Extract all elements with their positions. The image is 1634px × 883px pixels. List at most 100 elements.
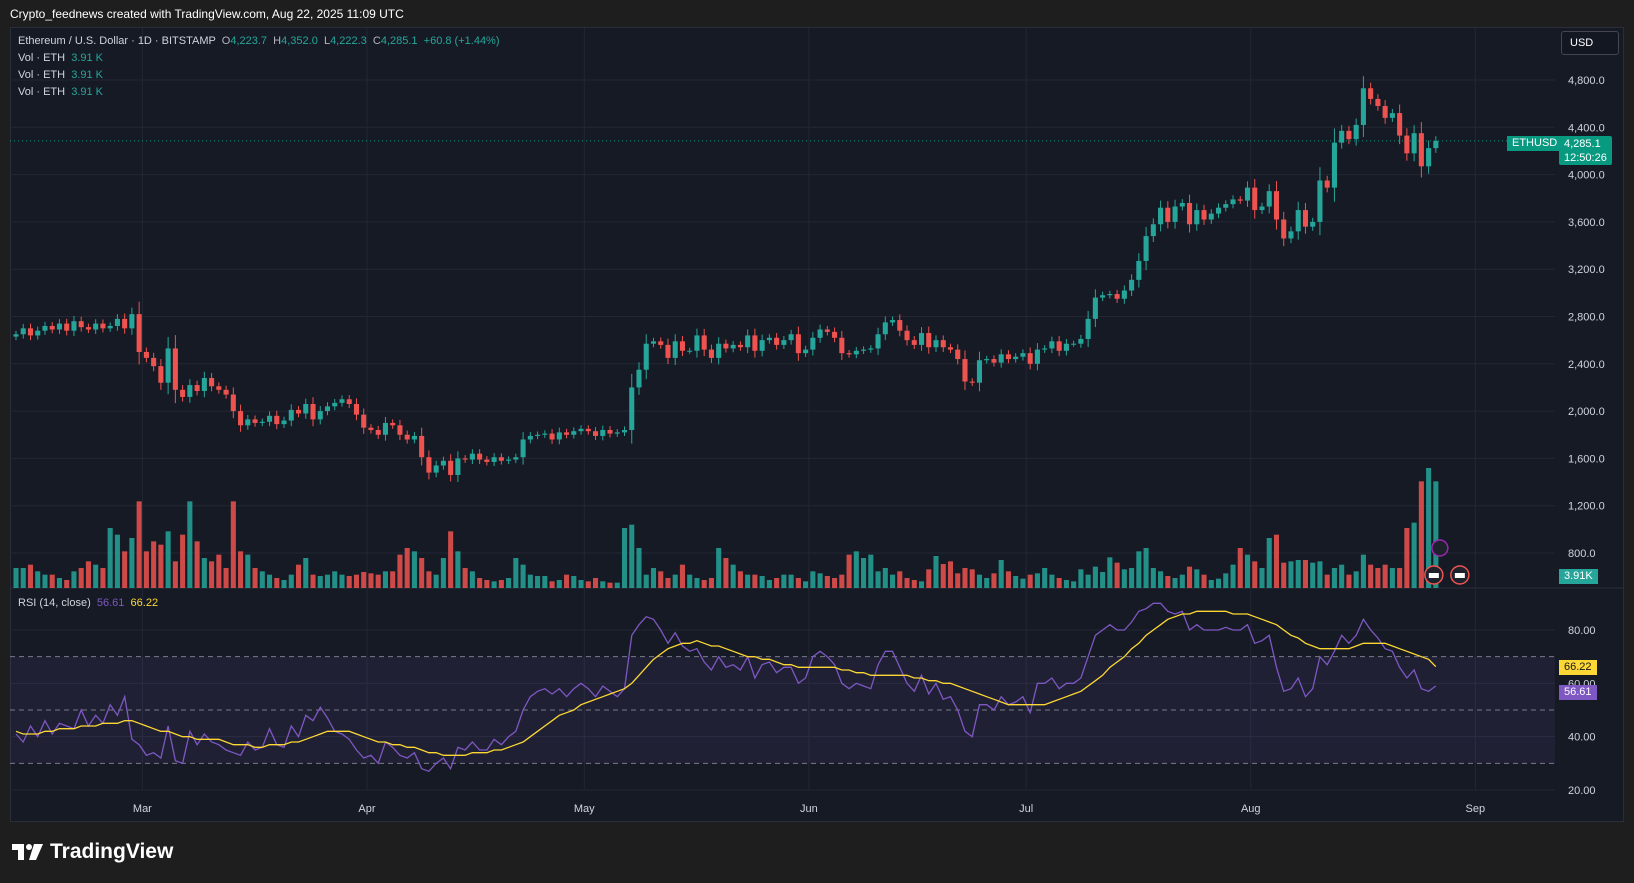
candle-body bbox=[897, 320, 903, 331]
candle-body bbox=[832, 331, 838, 338]
volume-bar bbox=[1433, 481, 1439, 588]
volume-bar bbox=[201, 558, 207, 588]
volume-bar bbox=[230, 501, 236, 588]
volume-bar bbox=[1230, 564, 1236, 588]
candle-body bbox=[1187, 202, 1193, 225]
candle-body bbox=[976, 360, 983, 383]
volume-bar bbox=[93, 564, 99, 588]
price-tick-label: 2,800.0 bbox=[1568, 312, 1605, 324]
volume-bar bbox=[129, 538, 135, 588]
candle-body bbox=[824, 329, 830, 332]
candle-body bbox=[353, 404, 360, 415]
candle-body bbox=[1353, 124, 1359, 140]
volume-bar bbox=[35, 571, 41, 588]
symbol-title: Ethereum / U.S. Dollar · 1D · BITSTAMP bbox=[18, 35, 216, 47]
volume-bar bbox=[868, 554, 874, 588]
volume-bar bbox=[324, 574, 331, 588]
volume-bar bbox=[759, 576, 765, 588]
volume-bar bbox=[571, 576, 577, 588]
candle-body bbox=[962, 359, 968, 382]
candle-body bbox=[911, 340, 917, 345]
candle-body bbox=[259, 421, 265, 423]
volume-bar bbox=[390, 571, 396, 588]
event-markers[interactable] bbox=[1424, 539, 1470, 585]
candle-body bbox=[85, 327, 91, 330]
candle-body bbox=[998, 354, 1004, 363]
candle-body bbox=[636, 369, 642, 388]
candle-body bbox=[629, 387, 635, 431]
chart-panel[interactable] bbox=[10, 27, 1624, 822]
symbol-legend[interactable]: Ethereum / U.S. Dollar · 1D · BITSTAMP O… bbox=[18, 35, 500, 47]
volume-bar bbox=[1187, 566, 1193, 588]
candle-body bbox=[151, 357, 157, 367]
volume-bar bbox=[361, 572, 367, 588]
candle-body bbox=[100, 323, 106, 329]
volume-bar bbox=[1085, 574, 1091, 588]
volume-bar bbox=[1295, 560, 1301, 588]
volume-bar bbox=[151, 541, 157, 588]
volume-bar bbox=[1266, 538, 1272, 588]
candle-body bbox=[295, 409, 302, 414]
volume-bar bbox=[404, 548, 410, 588]
candle-body bbox=[56, 323, 63, 330]
volume-legend-3[interactable]: Vol · ETH 3.91 K bbox=[18, 86, 103, 98]
price-tag-countdown: 12:50:26 bbox=[1564, 152, 1607, 164]
candle-body bbox=[484, 459, 490, 462]
volume-bar bbox=[426, 571, 432, 588]
candle-body bbox=[469, 453, 475, 460]
volume-bar bbox=[795, 578, 801, 588]
candle-body bbox=[810, 337, 816, 350]
price-tag: 4,285.1 12:50:26 bbox=[1559, 136, 1612, 165]
close-value: 4,285.1 bbox=[380, 35, 418, 47]
volume-bar bbox=[636, 548, 642, 588]
candle-body bbox=[506, 459, 512, 461]
rsi-ma-value: 66.22 bbox=[130, 597, 159, 609]
candle-body bbox=[1266, 191, 1272, 207]
candle-body bbox=[1049, 341, 1055, 349]
volume-bar bbox=[976, 574, 983, 588]
candle-body bbox=[752, 335, 758, 351]
volume-bar bbox=[310, 574, 316, 588]
candle-body bbox=[288, 409, 294, 421]
volume-bar bbox=[708, 578, 714, 588]
volume-bar bbox=[411, 551, 417, 588]
time-tick-label: Sep bbox=[1466, 803, 1486, 815]
candle-body bbox=[129, 314, 135, 329]
volume-bar bbox=[1397, 568, 1403, 588]
volume-bar bbox=[737, 571, 743, 588]
candle-body bbox=[1136, 260, 1142, 280]
low-value: 4,222.3 bbox=[330, 35, 367, 47]
candle-body bbox=[549, 433, 555, 440]
tradingview-logo[interactable]: TradingView bbox=[12, 840, 173, 864]
candle-body bbox=[701, 335, 707, 350]
volume-bar bbox=[42, 574, 48, 588]
volume-legend-2[interactable]: Vol · ETH 3.91 K bbox=[18, 69, 103, 81]
volume-legend-1[interactable]: Vol · ETH 3.91 K bbox=[18, 52, 103, 64]
currency-button[interactable]: USD bbox=[1561, 31, 1619, 55]
volume-bar bbox=[1252, 561, 1258, 588]
candle-body bbox=[209, 377, 215, 387]
candle-body bbox=[781, 340, 787, 345]
time-axis[interactable]: Mar Apr May Jun Jul Aug Sep bbox=[133, 803, 1485, 815]
candle-body bbox=[491, 457, 497, 462]
price-tick-label: 1,200.0 bbox=[1568, 501, 1605, 513]
volume-bar bbox=[339, 574, 345, 588]
volume-bar bbox=[592, 578, 599, 588]
us-flag-stripe bbox=[1428, 573, 1439, 578]
candle-body bbox=[230, 394, 236, 412]
rsi-tick-label: 80.00 bbox=[1568, 625, 1596, 637]
candle-body bbox=[35, 330, 41, 336]
candle-body bbox=[114, 318, 120, 326]
high-value: 4,352.0 bbox=[281, 35, 318, 47]
candle-body bbox=[890, 320, 896, 323]
volume-bar bbox=[1063, 580, 1069, 588]
candle-body bbox=[1100, 295, 1106, 298]
candle-body bbox=[382, 422, 388, 435]
rsi-legend[interactable]: RSI (14, close) 56.61 66.22 bbox=[18, 597, 158, 609]
candle-body bbox=[1143, 236, 1149, 261]
candle-body bbox=[1368, 88, 1374, 99]
volume-bar bbox=[984, 578, 990, 588]
candle-body bbox=[158, 366, 164, 383]
candle-body bbox=[404, 434, 410, 440]
